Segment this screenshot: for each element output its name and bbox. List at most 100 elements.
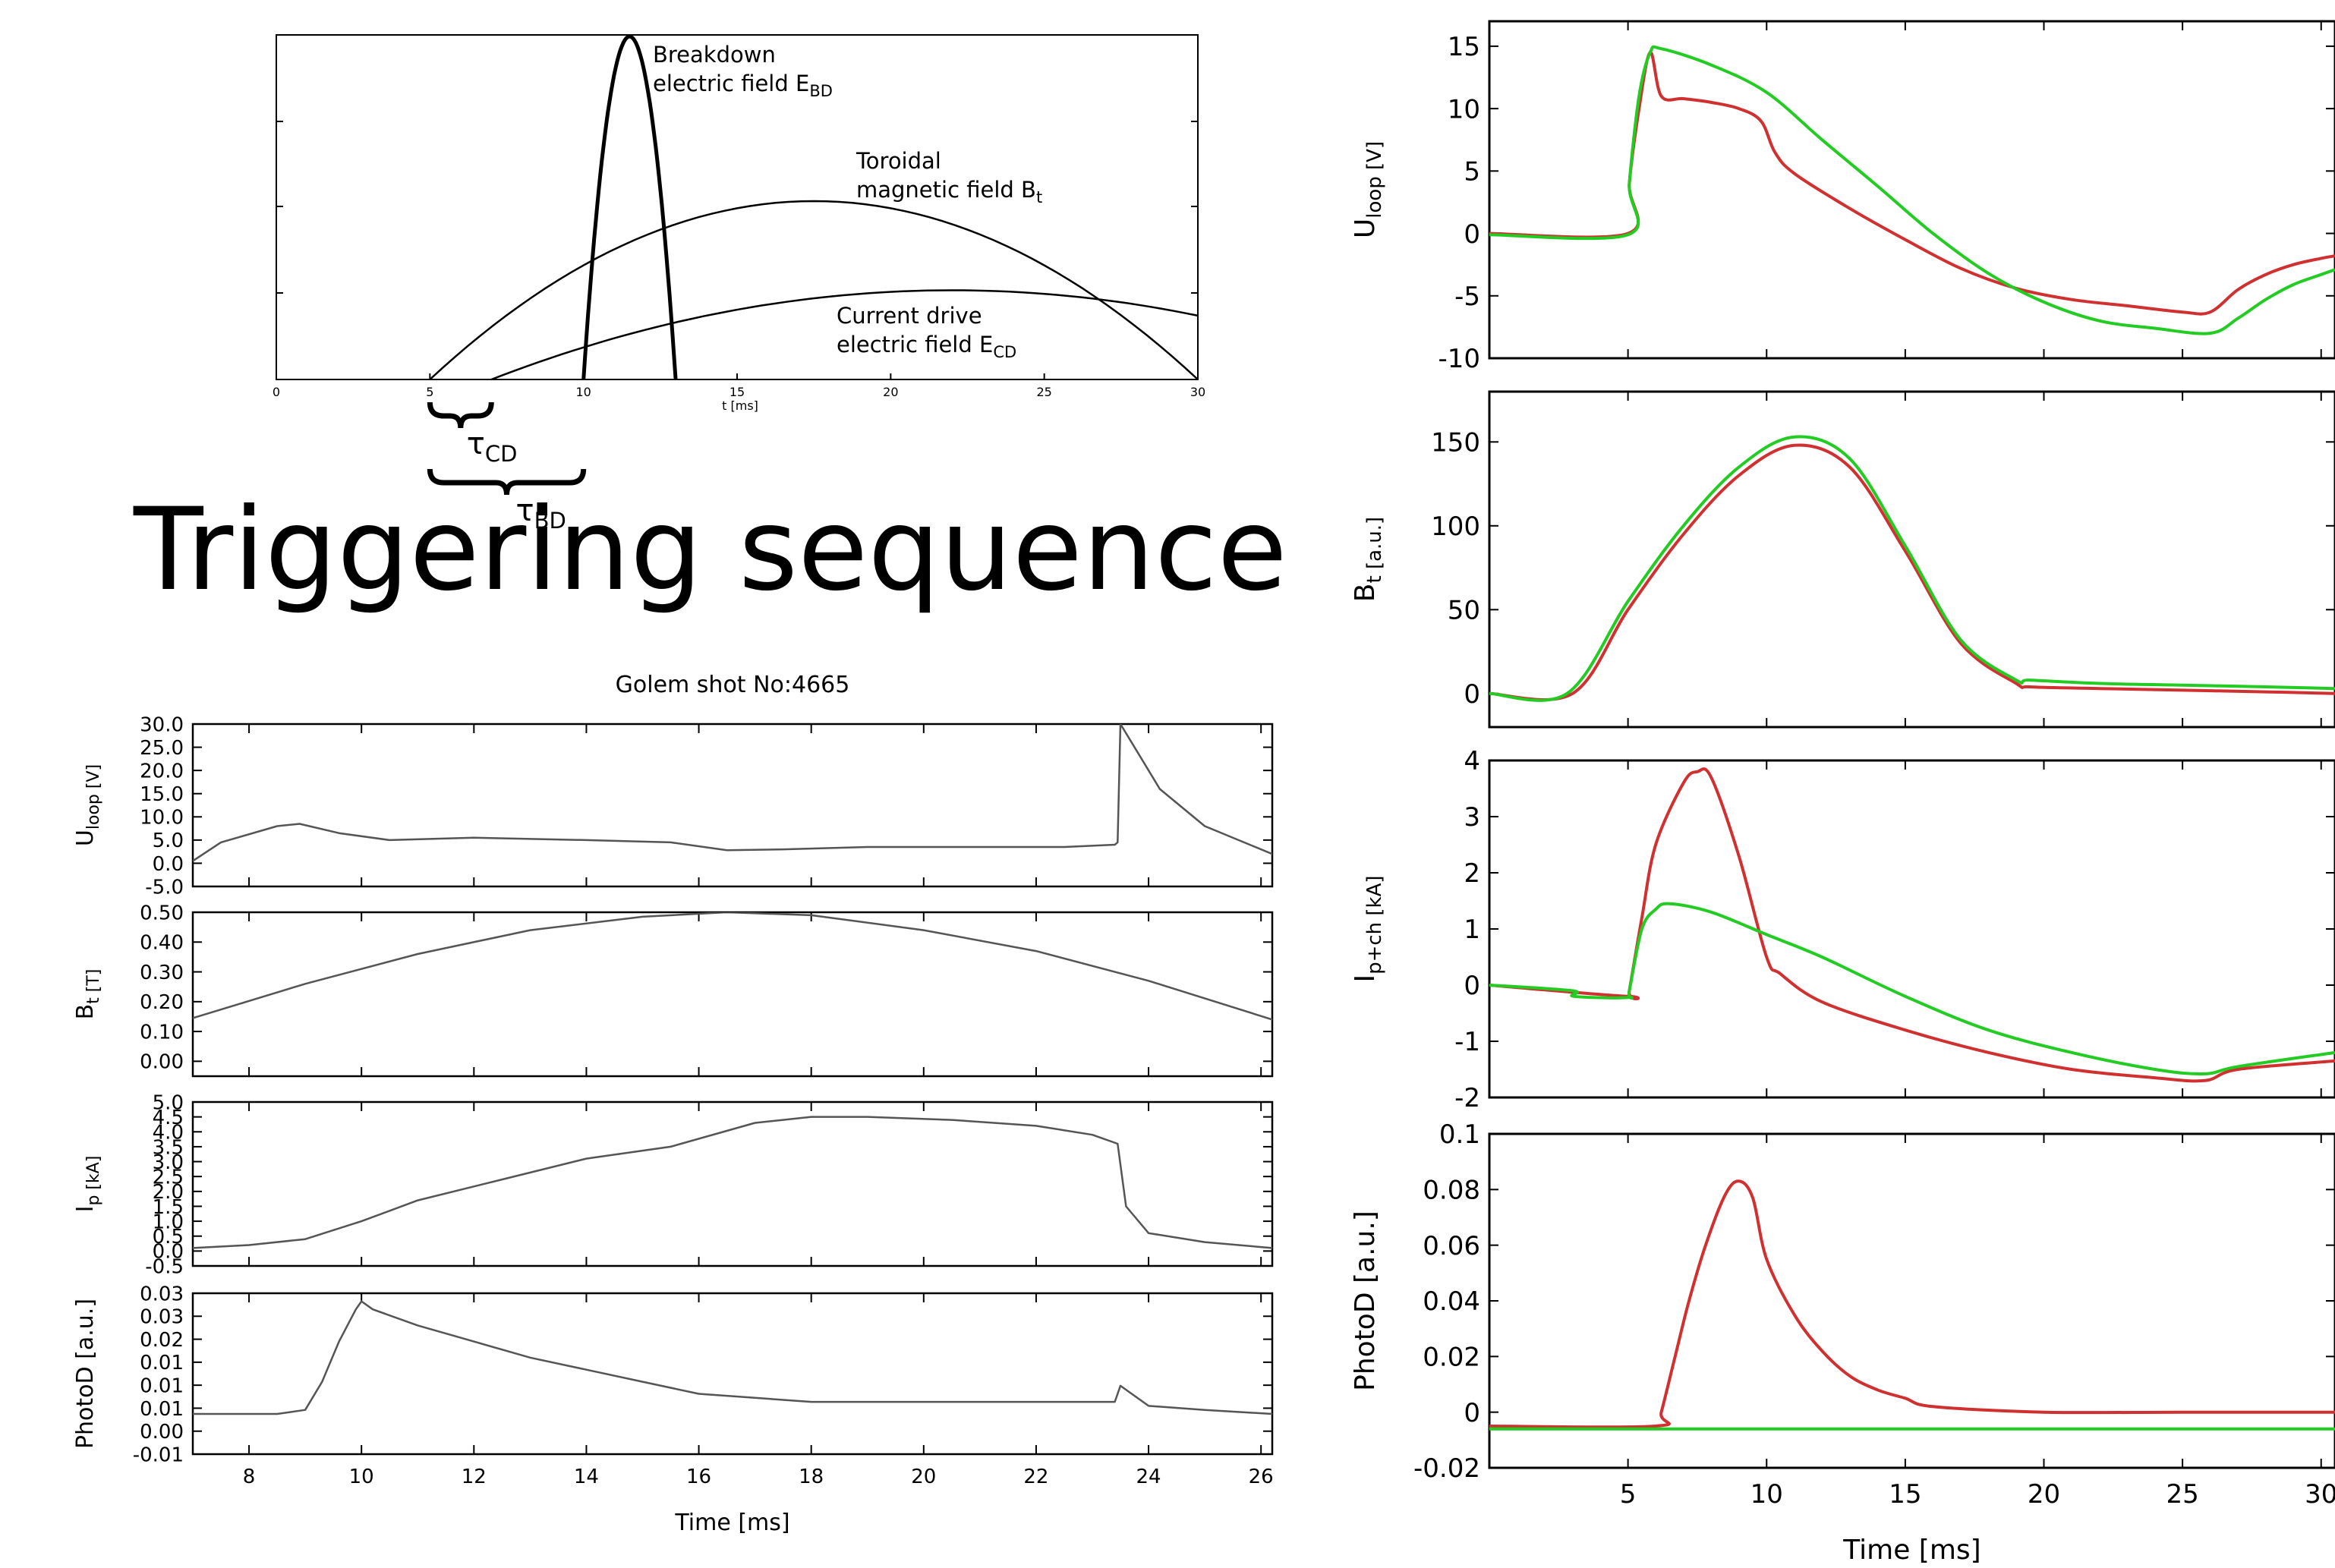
comparison-chart-panel: -2 -1 0 1 2 3 4 Ip+ch [kA]: [1350, 746, 2335, 1113]
interval-brace: [427, 468, 587, 496]
y-tick-label: 3: [1464, 802, 1480, 833]
y-tick-label: 0.02: [140, 1329, 184, 1352]
x-tick-label: 5: [1620, 1479, 1637, 1510]
schematic-series-line: [490, 289, 1199, 381]
interval-label: τCD: [467, 427, 518, 467]
y-axis-label: Bt [a.u.]: [1350, 517, 1386, 602]
schematic-series-line: [429, 200, 1199, 380]
series-line: [1489, 902, 2335, 1076]
y-tick-label: 0: [1464, 971, 1480, 1001]
y-tick-label: 0.50: [140, 902, 184, 924]
schematic-series-line: [581, 34, 678, 380]
golem-shot-chart-panel: 0.00 0.10 0.20 0.30 0.40 0.50 Bt [T]: [72, 902, 1274, 1078]
series-line: [193, 912, 1272, 1021]
panel-frame: [1488, 759, 2335, 1099]
x-tick-label: 18: [799, 1466, 824, 1488]
x-tick-label: 12: [462, 1466, 487, 1488]
x-tick-label: 24: [1136, 1466, 1161, 1488]
schematic-x-tick-label: 30: [1190, 385, 1205, 399]
y-tick-label: 4.5: [153, 1107, 184, 1129]
series-line: [1489, 45, 2335, 335]
y-tick-label: 0.10: [140, 1021, 184, 1044]
chart-title: Golem shot No:4665: [616, 672, 850, 698]
golem-shot-chart-panel: -5.00.05.010.015.020.025.030.0 Uloop [V]: [72, 713, 1274, 899]
series-line: [1489, 767, 2335, 1083]
y-tick-label: 0.5: [153, 1226, 184, 1248]
y-tick-label: 2: [1464, 858, 1480, 889]
y-tick-label: 0.0: [153, 853, 184, 876]
schematic-x-tick-label: 25: [1036, 385, 1051, 399]
golem-shot-chart-panel: -0.010.000.010.010.010.020.030.03PhotoD …: [72, 1283, 1274, 1466]
y-tick-label: 30.0: [140, 713, 184, 736]
series-line: [193, 724, 1272, 862]
x-tick-label: 30: [2305, 1479, 2335, 1510]
y-tick-label: 1.0: [153, 1211, 184, 1233]
x-axis-label: Time [ms]: [674, 1510, 789, 1536]
interval-brace: [427, 401, 494, 429]
y-axis-label: PhotoD [a.u.]: [72, 1299, 99, 1449]
y-tick-label: -5.0: [145, 876, 184, 899]
golem-shot-chart-panel: -0.50.00.51.01.52.02.53.03.54.04.55.0 Ip …: [72, 1091, 1274, 1278]
y-tick-label: 0.01: [140, 1398, 184, 1421]
y-tick-label: 25.0: [140, 737, 184, 760]
y-tick-label: 100: [1431, 512, 1480, 542]
y-tick-label: 0.08: [1423, 1176, 1480, 1206]
panel-frame: [1488, 390, 2335, 729]
y-tick-label: -0.01: [133, 1444, 184, 1466]
y-tick-label: 10.0: [140, 807, 184, 830]
panel-frame: [191, 911, 1274, 1078]
y-tick-label: 0.01: [140, 1375, 184, 1398]
y-tick-label: -0.5: [145, 1255, 184, 1278]
y-tick-label: 0: [1464, 679, 1480, 710]
schematic-x-tick-label: 5: [426, 385, 433, 399]
schematic-x-tick-label: 0: [273, 385, 280, 399]
y-tick-label: 0: [1464, 1398, 1480, 1428]
panel-frame: [1488, 20, 2335, 360]
annotation-current-drive-line1: Current drive: [837, 303, 982, 329]
series-line: [1489, 1179, 2335, 1429]
y-tick-label: 0.20: [140, 991, 184, 1014]
y-tick-label: 5.0: [153, 1091, 184, 1114]
x-tick-label: 16: [686, 1466, 711, 1488]
y-tick-label: 0.03: [140, 1283, 184, 1305]
y-tick-label: -2: [1454, 1083, 1480, 1113]
y-tick-label: 0: [1464, 219, 1480, 250]
schematic-chart: 0 5 10 15 20 25 30 t [ms] Breakdown electric fiel…: [273, 34, 1205, 534]
schematic-x-tick-label: 10: [575, 385, 591, 399]
interval-label: τBD: [516, 493, 566, 534]
series-line: [1489, 435, 2335, 702]
series-line: [1489, 51, 2335, 316]
x-tick-label: 25: [2166, 1479, 2198, 1510]
y-tick-label: 15: [1448, 32, 1480, 62]
y-tick-label: -5: [1454, 282, 1480, 312]
y-tick-label: 20.0: [140, 760, 184, 783]
y-axis-label: Bt [T]: [72, 969, 103, 1020]
y-tick-label: 150: [1431, 428, 1480, 458]
y-axis-label: Uloop [V]: [72, 764, 103, 846]
slide-title: Triggering sequence: [134, 484, 1287, 616]
series-line: [193, 1116, 1272, 1249]
y-tick-label: 3.0: [153, 1151, 184, 1174]
series-line: [1489, 443, 2335, 701]
y-tick-label: 50: [1448, 596, 1480, 626]
annotation-toroidal-line2: magnetic field Bt: [856, 177, 1042, 206]
comparison-chart-panel: -10 -5 0 5 10 15 Uloop [V]: [1350, 20, 2335, 374]
y-tick-label: 2.0: [153, 1181, 184, 1204]
series-line: [193, 1300, 1272, 1415]
annotation-toroidal-line1: Toroidal: [856, 148, 941, 174]
y-tick-label: 0.00: [140, 1421, 184, 1444]
y-tick-label: 4: [1464, 746, 1480, 776]
y-tick-label: 1.5: [153, 1196, 184, 1219]
annotation-current-drive-line2: electric field ECD: [837, 332, 1016, 361]
x-axis-label: Time [ms]: [1842, 1535, 1980, 1566]
panel-frame: [191, 1100, 1274, 1267]
y-tick-label: 0.02: [1423, 1343, 1480, 1373]
x-tick-label: 22: [1023, 1466, 1048, 1488]
x-tick-label: 10: [349, 1466, 374, 1488]
schematic-x-tick-label: 20: [883, 385, 898, 399]
y-tick-label: 3.5: [153, 1136, 184, 1159]
y-tick-label: 4.0: [153, 1122, 184, 1145]
y-tick-label: 2.5: [153, 1167, 184, 1189]
x-tick-label: 14: [574, 1466, 599, 1488]
